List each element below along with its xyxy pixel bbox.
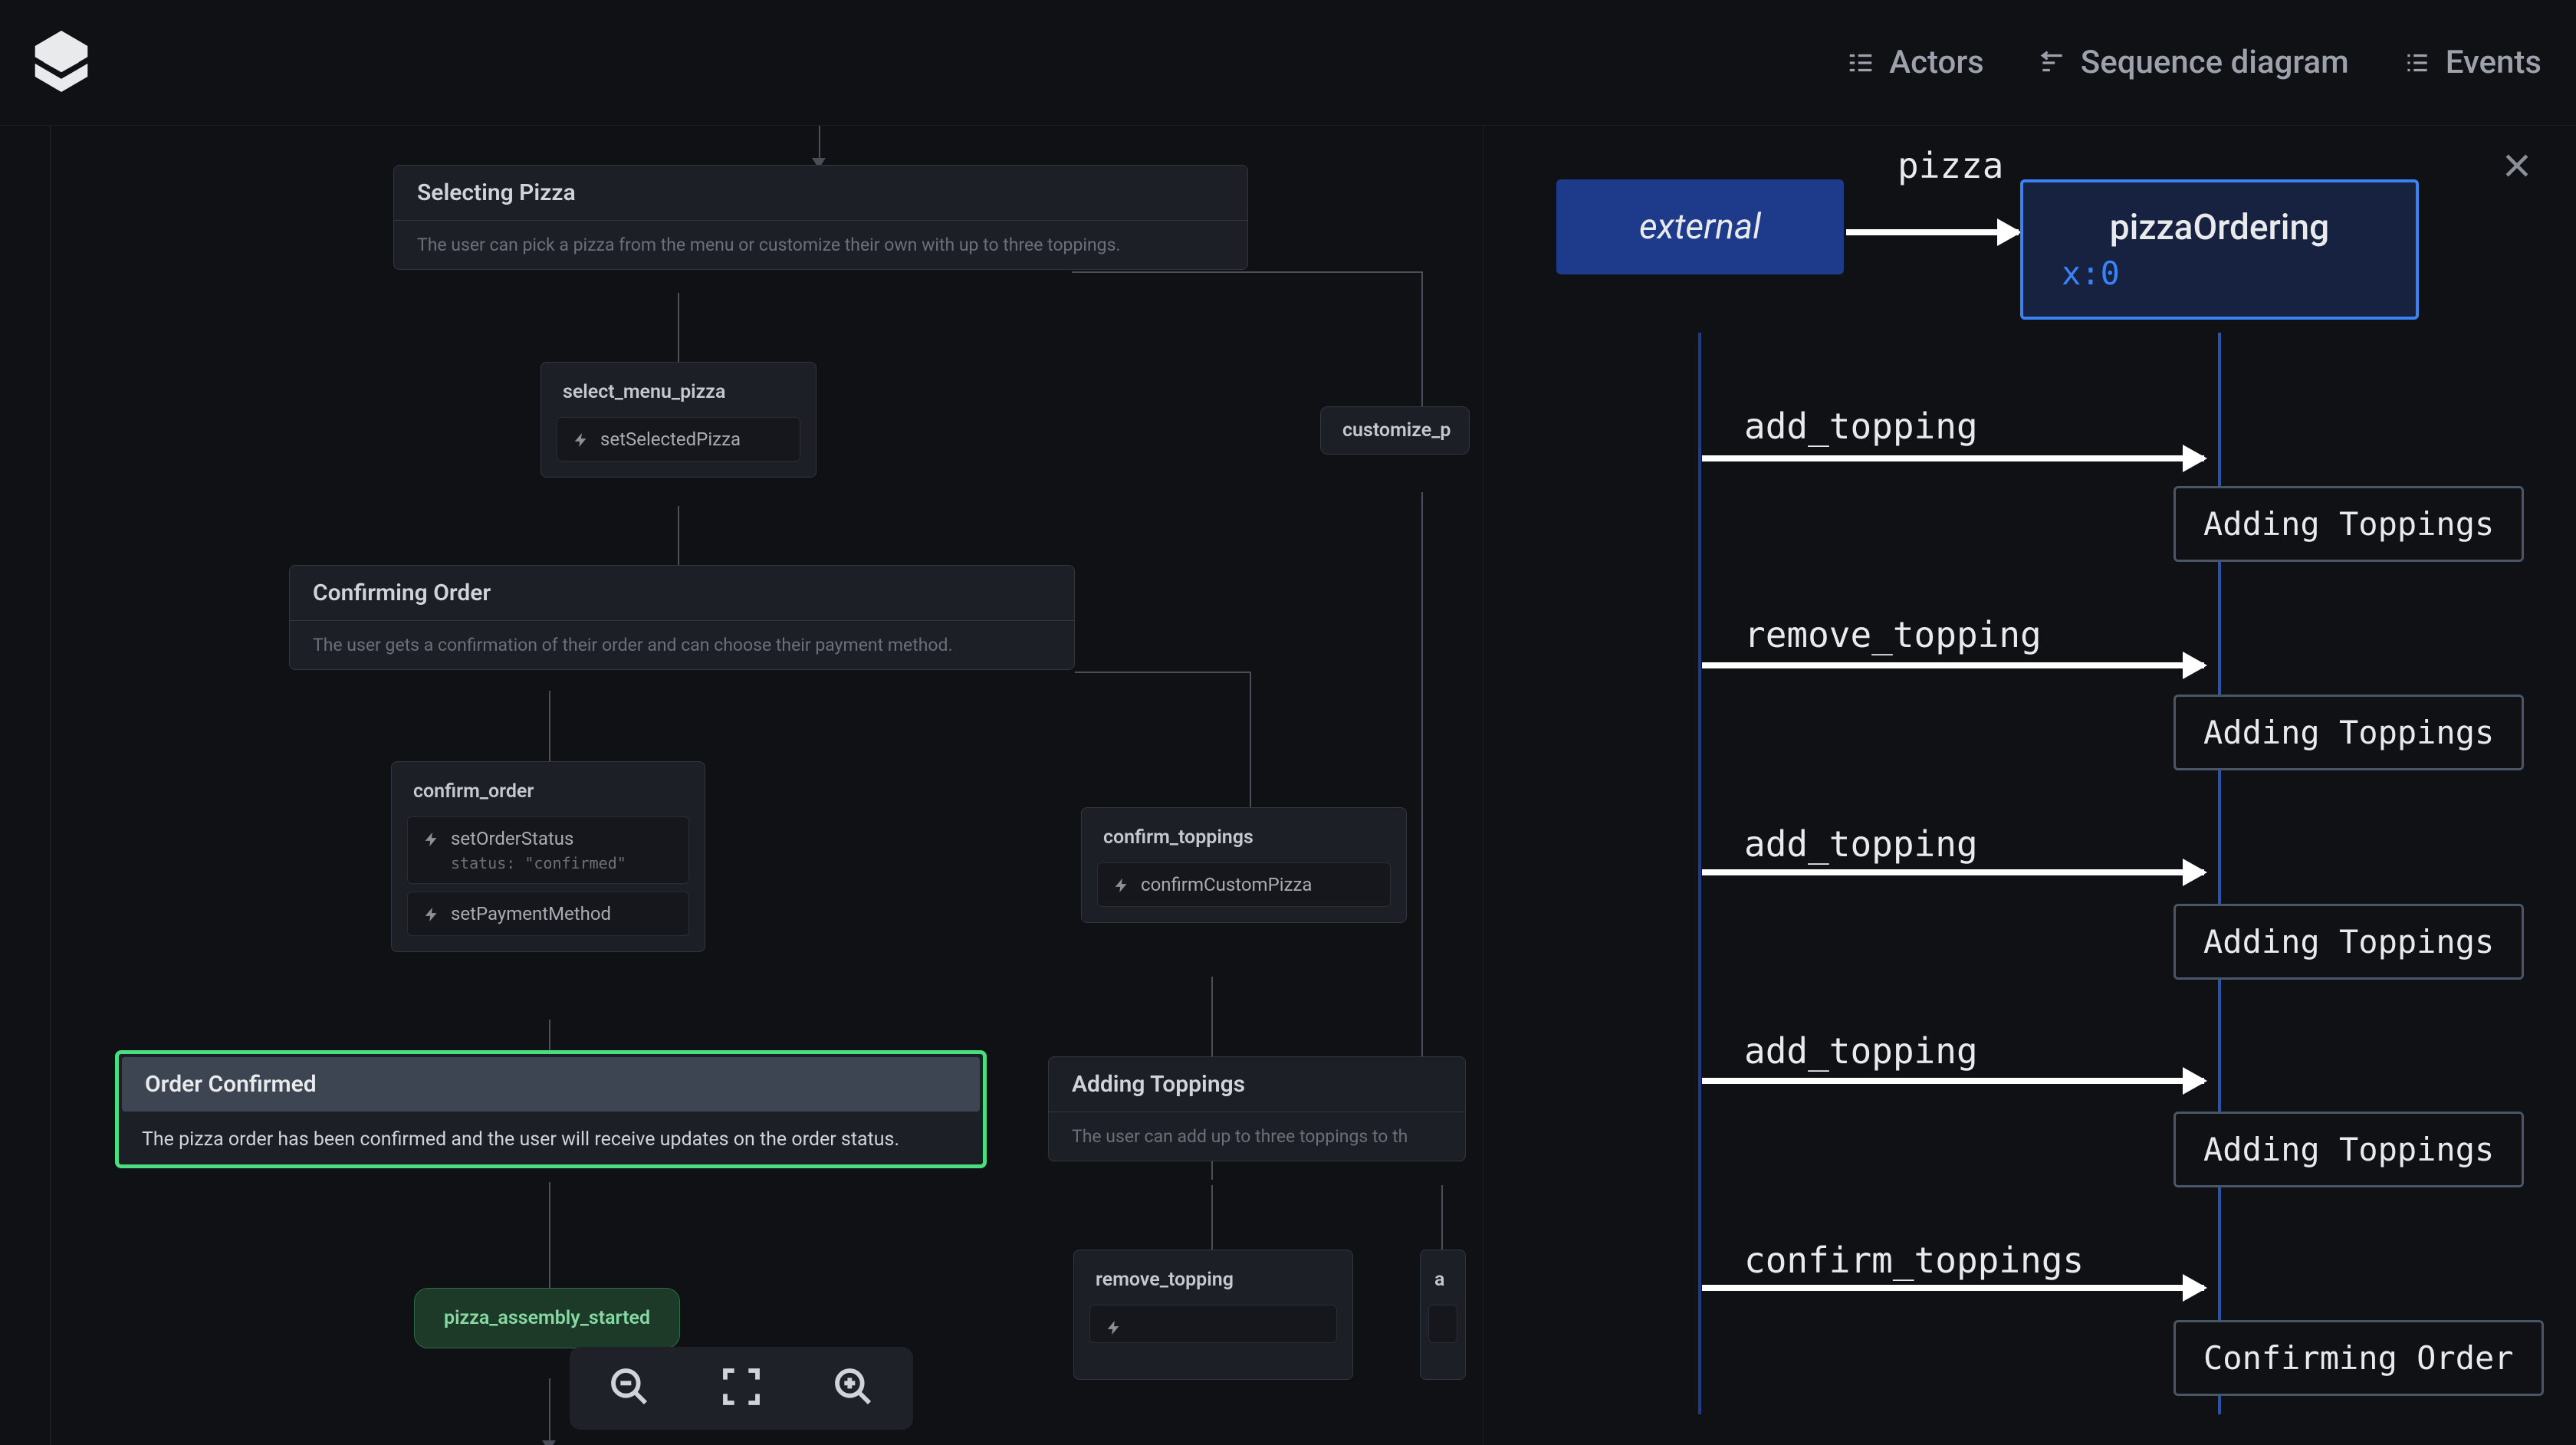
- nav-actors-label: Actors: [1889, 44, 1984, 81]
- panel-left-edge: [50, 126, 51, 1445]
- zoom-in-button[interactable]: [832, 1365, 875, 1411]
- zoom-out-icon: [608, 1365, 651, 1408]
- nav-events-label: Events: [2446, 44, 2542, 81]
- zoom-fit-button[interactable]: [720, 1365, 763, 1411]
- edge: [1421, 492, 1423, 1085]
- actors-icon: [1846, 48, 1875, 77]
- action-item: setOrderStatus status: "confirmed": [407, 816, 689, 884]
- lifeline-external: [1698, 333, 1701, 1414]
- seq-state-box: Adding Toppings: [2174, 486, 2524, 562]
- seq-arrow: [1702, 869, 2204, 875]
- event-label: pizza_assembly_started: [444, 1307, 650, 1329]
- main: Selecting Pizza The user can pick a pizz…: [0, 126, 2576, 1445]
- action-item: [1428, 1305, 1457, 1343]
- actor-machine[interactable]: pizzaOrdering x:0: [2020, 179, 2419, 320]
- logo[interactable]: [34, 31, 88, 95]
- seq-event-label: remove_topping: [1744, 614, 2042, 655]
- action-item: confirmCustomPizza: [1097, 862, 1391, 907]
- seq-state-box: Adding Toppings: [2174, 904, 2524, 980]
- state-title: Confirming Order: [290, 566, 1074, 621]
- state-title: Order Confirmed: [122, 1057, 980, 1112]
- nav-actors[interactable]: Actors: [1846, 44, 1984, 81]
- action-name: confirmCustomPizza: [1141, 874, 1312, 895]
- action-name: setSelectedPizza: [600, 429, 741, 450]
- zoom-controls: [570, 1347, 913, 1430]
- state-title: Selecting Pizza: [394, 166, 1247, 221]
- bolt-icon: [423, 906, 440, 923]
- action-add-topping[interactable]: a: [1420, 1250, 1466, 1380]
- seq-state-box: Confirming Order: [2174, 1320, 2544, 1396]
- zoom-out-button[interactable]: [608, 1365, 651, 1411]
- event-label: customize_p: [1342, 419, 1451, 442]
- state-adding-toppings[interactable]: Adding Toppings The user can add up to t…: [1048, 1056, 1466, 1161]
- nav-events[interactable]: Events: [2403, 44, 2542, 81]
- seq-event-label: add_topping: [1744, 406, 1978, 447]
- header: Actors Sequence diagram Events: [0, 0, 2576, 126]
- sequence-panel: pizza external pizzaOrdering x:0 add_top…: [1484, 126, 2576, 1445]
- bolt-icon: [423, 831, 440, 848]
- state-desc: The user can add up to three toppings to…: [1049, 1112, 1465, 1161]
- seq-event-label: confirm_toppings: [1744, 1240, 2084, 1281]
- nav-sequence-label: Sequence diagram: [2081, 44, 2349, 81]
- seq-event-label: add_topping: [1744, 823, 1978, 865]
- state-selecting-pizza[interactable]: Selecting Pizza The user can pick a pizz…: [393, 165, 1248, 270]
- bolt-icon: [573, 432, 590, 448]
- seq-top-event: pizza: [1898, 145, 2003, 186]
- seq-arrow: [1702, 1285, 2204, 1291]
- action-sub: status: "confirmed": [451, 854, 626, 872]
- action-title: confirm_toppings: [1097, 823, 1391, 852]
- seq-state-box: Adding Toppings: [2174, 1112, 2524, 1187]
- sequence-icon: [2038, 48, 2067, 77]
- action-item: setSelectedPizza: [557, 417, 800, 461]
- seq-state-box: Adding Toppings: [2174, 695, 2524, 770]
- edge: [1072, 271, 1423, 273]
- bolt-icon: [1113, 877, 1130, 894]
- sequence-canvas: pizza external pizzaOrdering x:0 add_top…: [1530, 156, 2530, 1414]
- action-remove-topping[interactable]: remove_topping: [1073, 1250, 1353, 1380]
- action-select-menu-pizza[interactable]: select_menu_pizza setSelectedPizza: [540, 362, 816, 478]
- state-desc: The user can pick a pizza from the menu …: [394, 221, 1247, 269]
- action-item: setPaymentMethod: [407, 892, 689, 936]
- action-confirm-order[interactable]: confirm_order setOrderStatus status: "co…: [391, 761, 705, 952]
- state-desc: The user gets a confirmation of their or…: [290, 621, 1074, 669]
- action-title: select_menu_pizza: [557, 378, 800, 406]
- actor-external[interactable]: external: [1556, 179, 1844, 274]
- action-title: remove_topping: [1089, 1266, 1337, 1294]
- actor-machine-name: pizzaOrdering: [2062, 207, 2377, 248]
- seq-arrow: [1702, 455, 2204, 461]
- nav-sequence[interactable]: Sequence diagram: [2038, 44, 2349, 81]
- bolt-icon: [1106, 1319, 1122, 1336]
- action-name: setOrderStatus: [451, 828, 626, 849]
- fullscreen-icon: [720, 1365, 763, 1408]
- action-item: [1089, 1305, 1337, 1343]
- seq-event-label: add_topping: [1744, 1030, 1978, 1072]
- seq-arrow: [1702, 1078, 2204, 1084]
- header-nav: Actors Sequence diagram Events: [1846, 44, 2542, 81]
- state-confirming-order[interactable]: Confirming Order The user gets a confirm…: [289, 565, 1075, 670]
- action-name: setPaymentMethod: [451, 903, 611, 924]
- edge-arrow: [542, 1440, 556, 1445]
- event-pizza-assembly-started[interactable]: pizza_assembly_started: [414, 1288, 680, 1348]
- actor-external-label: external: [1639, 206, 1761, 248]
- event-customize-pizza[interactable]: customize_p: [1320, 406, 1470, 455]
- action-title: a: [1428, 1266, 1457, 1294]
- events-icon: [2403, 48, 2432, 77]
- edge: [549, 1378, 550, 1445]
- action-title: confirm_order: [407, 777, 689, 806]
- seq-arrow: [1702, 662, 2204, 668]
- edge: [819, 126, 820, 163]
- flow-panel: Selecting Pizza The user can pick a pizz…: [0, 126, 1484, 1445]
- action-confirm-toppings[interactable]: confirm_toppings confirmCustomPizza: [1081, 807, 1407, 923]
- seq-top-arrow: [1846, 229, 2019, 235]
- state-desc: The pizza order has been confirmed and t…: [119, 1115, 983, 1164]
- state-order-confirmed[interactable]: Order Confirmed The pizza order has been…: [115, 1050, 987, 1168]
- edge: [1075, 672, 1251, 673]
- state-title: Adding Toppings: [1049, 1057, 1465, 1112]
- zoom-in-icon: [832, 1365, 875, 1408]
- actor-machine-sub: x:0: [2062, 255, 2377, 292]
